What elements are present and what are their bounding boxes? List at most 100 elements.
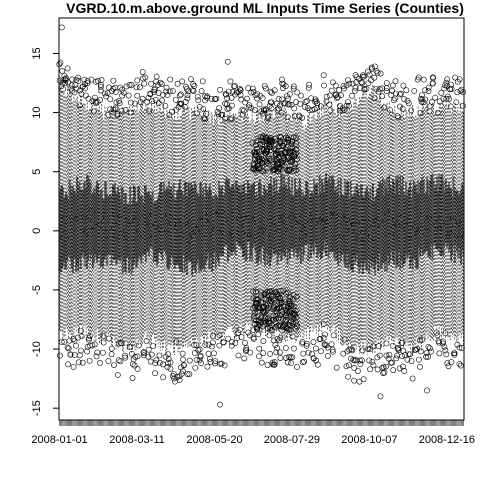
outlier-point: [196, 104, 203, 110]
box-body: [109, 193, 112, 255]
outlier-point: [292, 326, 299, 332]
outlier-point: [359, 357, 365, 364]
outlier-point: [340, 83, 347, 90]
outlier-point: [456, 76, 463, 83]
box-day: [327, 114, 330, 328]
outlier-point: [262, 296, 269, 303]
outlier-point: [259, 323, 266, 330]
outlier-point: [68, 82, 75, 89]
box-day: [119, 111, 122, 343]
outlier-point: [253, 145, 260, 152]
box-day: [171, 117, 174, 344]
outlier-point: [264, 362, 271, 369]
outlier-point: [297, 100, 304, 107]
box-body: [246, 180, 249, 242]
box-day: [420, 110, 423, 351]
box-day: [65, 97, 67, 329]
outlier-point: [265, 292, 272, 299]
outlier-point: [324, 344, 331, 351]
outlier-point: [140, 349, 147, 356]
outlier-point: [247, 349, 254, 356]
outlier-point: [160, 374, 167, 381]
box-day: [97, 110, 99, 340]
outlier-point: [280, 100, 287, 107]
outlier-point: [286, 148, 292, 155]
outlier-point: [293, 293, 300, 300]
outlier-point: [396, 365, 403, 372]
box-day: [120, 112, 123, 344]
outlier-point: [336, 87, 342, 93]
outlier-point: [172, 96, 179, 103]
outlier-point: [198, 360, 204, 366]
outlier-point: [276, 349, 283, 356]
box-day: [147, 103, 149, 338]
outlier-point: [267, 88, 274, 95]
box-day: [138, 110, 140, 341]
box-body: [420, 180, 423, 250]
outlier-point: [290, 85, 297, 92]
outlier-point: [317, 336, 324, 342]
outlier-point: [282, 298, 288, 305]
outlier-point: [98, 84, 104, 90]
outlier-point: [446, 95, 452, 102]
box-day: [206, 117, 208, 343]
box-day: [332, 110, 334, 328]
box-day: [335, 115, 337, 341]
outlier-point: [360, 376, 367, 383]
outlier-point: [453, 99, 460, 106]
outlier-point: [293, 322, 300, 329]
outlier-point: [97, 97, 103, 103]
box-day: [320, 117, 322, 325]
outlier-point: [277, 166, 284, 172]
box-day: [159, 108, 161, 351]
outlier-point: [237, 92, 244, 98]
box-day: [157, 111, 159, 347]
outlier-point: [338, 92, 344, 99]
box-day: [104, 106, 106, 340]
box-day: [370, 87, 373, 346]
outlier-point: [260, 168, 267, 175]
box-body: [172, 183, 175, 264]
box-day: [316, 108, 319, 325]
outlier-point: [341, 107, 348, 113]
outlier-point: [131, 362, 138, 369]
box-day: [400, 105, 403, 341]
outlier-point: [379, 85, 386, 92]
outlier-point: [252, 152, 258, 158]
outlier-point: [261, 308, 267, 315]
box-day: [131, 106, 134, 352]
outlier-point: [292, 161, 299, 168]
outlier-point: [273, 305, 280, 312]
outlier-point: [305, 84, 312, 91]
outlier-point: [257, 93, 264, 99]
y-tick-label: -15: [31, 400, 43, 416]
box-day: [111, 109, 114, 348]
x-axis: 2008-01-01 2008-03-11 2008-05-20 2008-07-29…: [31, 420, 475, 446]
outlier-point: [98, 77, 105, 83]
outlier-point: [84, 80, 91, 87]
outlier-point: [135, 342, 142, 349]
outlier-point: [435, 110, 441, 116]
outlier-point: [271, 87, 278, 94]
outlier-point: [140, 352, 147, 359]
box-day: [76, 96, 78, 326]
box-day: [232, 113, 234, 334]
outlier-point: [272, 135, 278, 142]
outlier-point: [79, 359, 86, 366]
box-day: [68, 88, 71, 334]
outlier-point: [141, 80, 148, 87]
outlier-point: [261, 309, 268, 316]
outlier-point: [346, 346, 353, 353]
outlier-point: [197, 353, 204, 360]
outlier-point: [282, 345, 289, 351]
box-day: [220, 122, 222, 343]
box-day: [325, 104, 327, 327]
box-day: [133, 109, 135, 347]
box-day: [162, 104, 165, 349]
outlier-point: [397, 91, 403, 98]
box-body: [117, 187, 119, 259]
outlier-point: [359, 80, 366, 86]
outlier-point: [228, 94, 235, 101]
outlier-point: [78, 333, 85, 340]
box-day: [397, 117, 399, 347]
